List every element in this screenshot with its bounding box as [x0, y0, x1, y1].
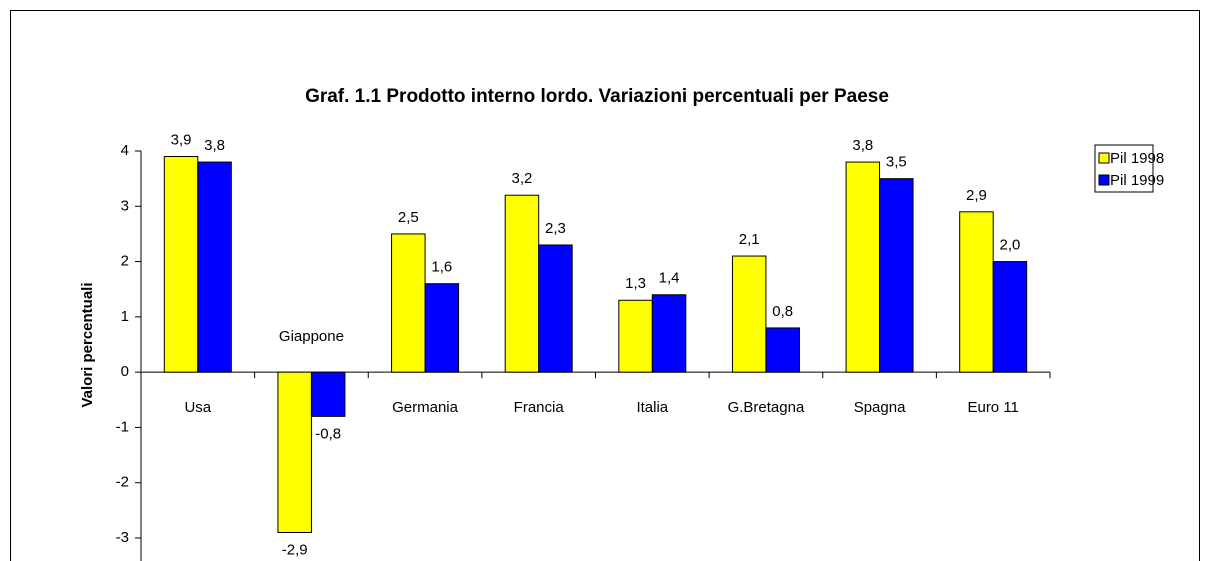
bar: [391, 233, 426, 373]
value-label: 2,1: [739, 231, 760, 248]
bar: [651, 294, 687, 373]
bar: [959, 211, 994, 373]
value-label: 1,3: [625, 275, 646, 292]
legend-label: Pil 1998: [1110, 150, 1164, 167]
value-label: 3,2: [512, 170, 533, 187]
bar: [879, 178, 914, 373]
x-tick-label: Giappone: [279, 328, 344, 345]
x-tick-label: G.Bretagna: [728, 399, 805, 416]
y-tick-label: -2: [116, 474, 129, 491]
value-label: 3,8: [204, 137, 225, 154]
legend-label: Pil 1999: [1110, 172, 1164, 189]
value-label: 3,8: [852, 137, 873, 154]
bar: [277, 371, 312, 533]
value-label: 1,4: [659, 270, 680, 287]
bar: [731, 255, 767, 373]
bar: [504, 194, 540, 373]
bar: [197, 161, 232, 373]
y-tick-label: -3: [116, 529, 129, 546]
y-tick-label: -1: [116, 418, 129, 435]
bar: [765, 327, 800, 373]
value-label: 3,9: [171, 131, 192, 148]
y-tick-label: 0: [121, 363, 129, 380]
value-label: 2,5: [398, 209, 419, 226]
value-label: 3,5: [886, 154, 907, 171]
x-tick-label: Spagna: [854, 399, 906, 416]
y-tick-label: 4: [121, 142, 129, 159]
value-label: 1,6: [431, 259, 452, 276]
bar: [538, 244, 573, 373]
x-tick-label: Italia: [636, 399, 668, 416]
legend-swatch: [1098, 152, 1110, 164]
bar: [992, 261, 1028, 373]
bar: [310, 371, 346, 417]
bar: [618, 299, 653, 373]
bar: [845, 161, 881, 373]
value-label: 2,9: [966, 187, 987, 204]
value-label: 0,8: [772, 303, 793, 320]
legend-swatch: [1098, 174, 1110, 186]
chart-title: Graf. 1.1 Prodotto interno lordo. Variaz…: [305, 86, 889, 107]
value-label: 2,3: [545, 220, 566, 237]
y-axis-title: Valori percentuali: [79, 282, 96, 407]
x-tick-label: Germania: [392, 399, 459, 416]
bar: [424, 283, 460, 373]
bar: [163, 156, 199, 373]
value-label: 2,0: [1000, 237, 1021, 254]
x-tick-label: Usa: [184, 399, 211, 416]
x-tick-label: Francia: [514, 399, 565, 416]
y-tick-label: 3: [121, 197, 129, 214]
y-tick-label: 1: [121, 308, 129, 325]
y-tick-label: 2: [121, 253, 129, 270]
x-tick-label: Euro 11: [967, 399, 1018, 416]
value-label: -0,8: [315, 425, 341, 442]
value-label: -2,9: [282, 541, 308, 558]
